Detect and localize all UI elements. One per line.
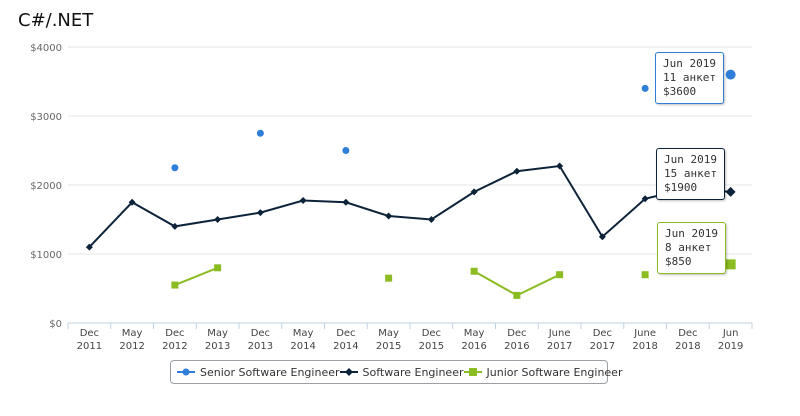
x-tick-label-year: 2018 [675,341,700,352]
engineer-point [598,233,606,241]
x-tick-label-month: Dec [507,328,526,339]
x-tick-label-month: Dec [80,328,99,339]
x-tick-label-year: 2013 [248,341,273,352]
y-tick-label: $2000 [30,181,62,192]
x-tick-label-month: Jun [722,328,739,339]
tooltip-senior-date: Jun 2019 [663,57,716,70]
x-tick-label-year: 2017 [590,341,615,352]
tooltip-junior: Jun 2019 8 анкет $850 [657,222,726,274]
junior-point [725,259,736,270]
x-tick-label-month: Dec [165,328,184,339]
engineer-point [128,198,136,206]
legend-engineer-label: Software Engineer [362,365,464,379]
engineer-point [725,186,736,197]
junior-line [174,266,218,286]
legend-item-junior[interactable]: Junior Software Engineer [463,365,623,379]
x-tick-label-year: 2012 [162,341,187,352]
senior-point [725,69,736,80]
junior-point [470,267,478,275]
x-tick-label-month: May [207,328,228,339]
legend-engineer-icon [339,368,358,376]
x-tick-label-year: 2016 [461,341,486,352]
tooltip-senior-count: 11 анкет [663,71,716,84]
tooltip-engineer: Jun 2019 15 анкет $1900 [656,148,725,200]
engineer-point [385,212,393,220]
junior-point [641,271,649,279]
tooltip-senior: Jun 2019 11 анкет $3600 [655,52,724,104]
engineer-point [171,222,179,230]
engineer-line [88,164,731,248]
x-tick-label-year: 2015 [419,341,444,352]
legend-senior-icon [177,368,195,376]
legend-senior-label: Senior Software Engineer [200,365,340,379]
x-tick-label-month: May [293,328,314,339]
engineer-point [513,167,521,175]
engineer-point [256,209,264,217]
x-tick-label-year: 2014 [333,341,358,352]
tooltip-junior-value: $850 [665,255,692,268]
x-tick-label-year: 2019 [718,341,743,352]
junior-point [171,281,179,289]
x-tick-label-year: 2016 [504,341,529,352]
x-tick-label-year: 2017 [547,341,572,352]
engineer-point [470,188,478,196]
chart-title: C#/.NET [18,10,94,31]
y-tick-label: $3000 [30,112,62,123]
x-tick-label-year: 2013 [205,341,230,352]
junior-line [473,270,561,297]
x-tick-label-year: 2015 [376,341,401,352]
engineer-point [85,243,93,251]
x-tick-label-month: Dec [422,328,441,339]
legend-junior-icon [463,368,482,376]
tooltip-junior-date: Jun 2019 [665,227,718,240]
junior-point [556,271,564,279]
engineer-point [299,197,307,205]
tooltip-engineer-count: 15 анкет [664,167,717,180]
legend-junior-label: Junior Software Engineer [486,365,623,379]
senior-point [256,129,264,137]
engineer-point [342,198,350,206]
engineer-point [427,216,435,223]
x-tick-label-year: 2018 [632,341,657,352]
x-tick-label-year: 2011 [77,341,102,352]
legend-item-engineer[interactable]: Software Engineer [339,365,464,379]
tooltip-senior-value: $3600 [663,85,697,98]
senior-point [342,147,350,154]
chart-legend: Senior Software Engineer Software Engine… [170,360,622,384]
x-tick-label-month: June [633,328,656,339]
engineer-point [556,162,564,170]
x-tick-label-month: Dec [251,328,270,339]
y-tick-label: $4000 [30,43,62,54]
senior-point [171,164,179,172]
x-tick-label-month: Dec [593,328,612,339]
tooltip-junior-count: 8 анкет [665,241,712,254]
x-tick-label-year: 2012 [119,341,144,352]
junior-point [385,274,393,282]
engineer-point [641,195,649,203]
tooltip-engineer-value: $1900 [664,181,698,194]
tooltip-engineer-date: Jun 2019 [664,153,717,166]
junior-point [513,291,521,299]
x-tick-label-month: June [548,328,571,339]
engineer-point [214,216,222,223]
junior-point [214,264,222,272]
y-tick-label: $1000 [30,250,62,261]
x-tick-label-month: May [464,328,485,339]
x-tick-label-month: Dec [678,328,697,339]
x-tick-label-year: 2014 [290,341,315,352]
x-tick-label-month: Dec [336,328,355,339]
legend-item-senior[interactable]: Senior Software Engineer [177,366,340,379]
x-tick-label-month: May [378,328,399,339]
y-tick-label: $0 [49,319,62,330]
x-tick-label-month: May [122,328,143,339]
senior-point [641,84,649,92]
